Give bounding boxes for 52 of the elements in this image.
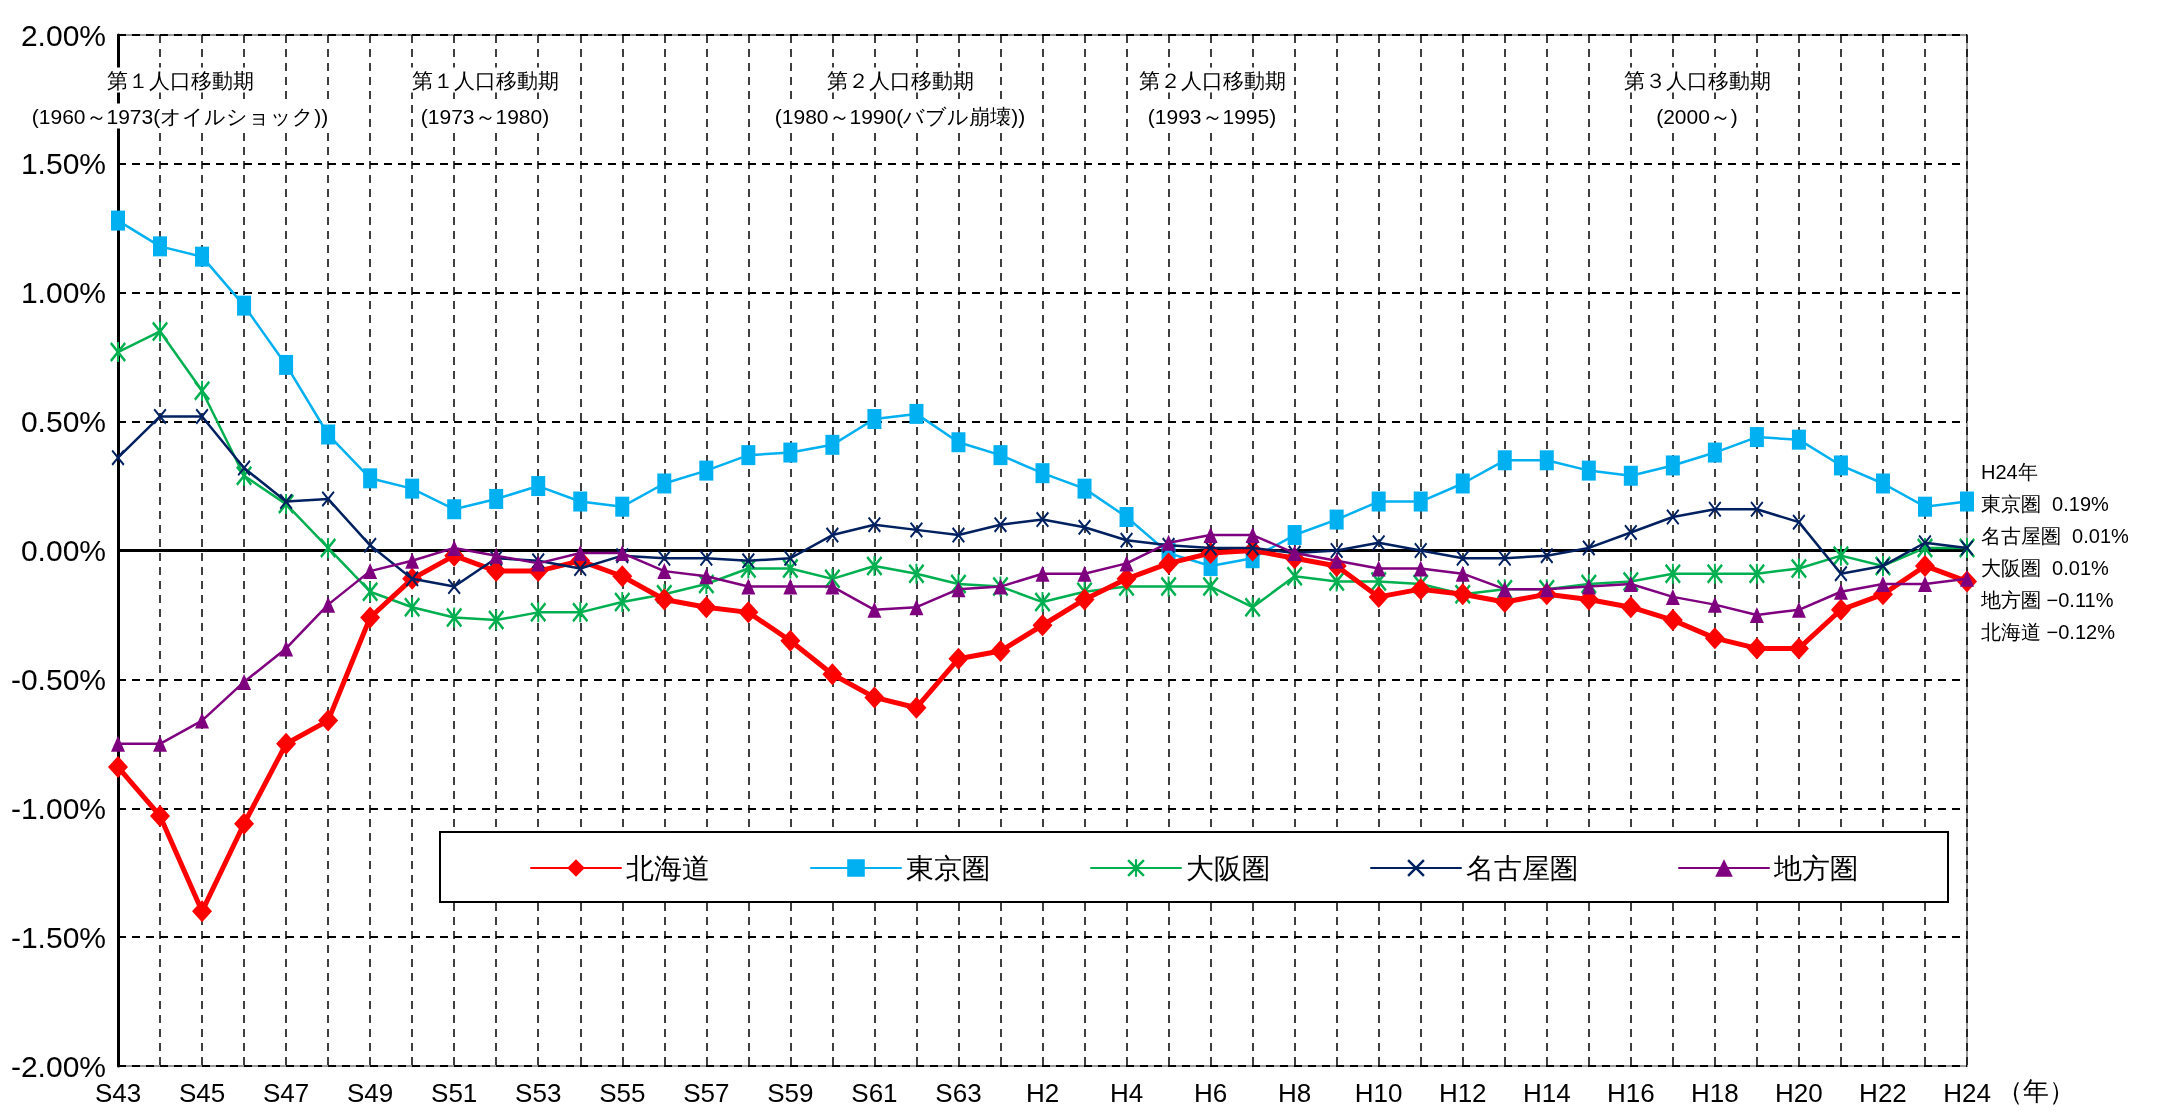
text: 地方圏 −0.11% (1980, 589, 2114, 611)
x-tick-label: H20 (1775, 1078, 1823, 1108)
legend-label: 地方圏 (1773, 852, 1858, 884)
x-tick-label: S55 (599, 1078, 646, 1108)
x-axis-title: （年） (1997, 1076, 2075, 1106)
annotation: (1973～1980) (420, 104, 550, 128)
text: H24年 (1981, 461, 2038, 483)
text: 名古屋圏 0.01% (1981, 525, 2130, 547)
legend-label: 北海道 (626, 852, 710, 884)
y-tick-label: 0.50% (20, 405, 106, 439)
y-tick-label: 1.50% (20, 147, 106, 181)
x-tick-label: H12 (1438, 1078, 1487, 1108)
y-tick-label: 1.00% (20, 276, 106, 310)
x-tick-label: H4 (1109, 1078, 1144, 1108)
y-tick-label: -0.50% (10, 662, 106, 696)
x-tick-label: S57 (683, 1078, 730, 1108)
x-tick-label: S53 (515, 1078, 562, 1108)
x-tick-label: S49 (347, 1078, 394, 1108)
annotation: 第１人口移動期 (411, 68, 559, 92)
x-tick-label: H8 (1278, 1078, 1312, 1108)
x-tick-label: S63 (935, 1078, 982, 1108)
annotation: 第１人口移動期 (106, 68, 254, 92)
x-tick-label: H22 (1859, 1078, 1907, 1108)
annotation: 第３人口移動期 (1623, 68, 1771, 92)
annotation: 第２人口移動期 (826, 68, 974, 92)
annotation: (1980～1990(バブル崩壊)) (774, 104, 1026, 128)
legend-label: 東京圏 (906, 852, 990, 884)
text: 大阪圏 0.01% (1981, 557, 2110, 579)
x-tick-label: S45 (178, 1078, 226, 1108)
y-tick-label: -1.00% (10, 791, 106, 825)
x-tick-label: S59 (767, 1078, 814, 1108)
x-tick-label: H18 (1691, 1078, 1739, 1108)
annotation: (1960～1973(オイルショック)) (31, 104, 329, 128)
annotation: (2000～) (1656, 104, 1738, 128)
y-tick-label: -1.50% (10, 920, 106, 954)
y-tick-label: 2.00% (20, 18, 106, 52)
annotation: 第２人口移動期 (1138, 68, 1286, 92)
x-tick-label: H10 (1354, 1078, 1403, 1108)
x-tick-label: H16 (1606, 1078, 1655, 1108)
legend-label: 大阪圏 (1186, 852, 1270, 884)
legend-label: 名古屋圏 (1466, 852, 1578, 884)
x-tick-label: S51 (431, 1078, 478, 1108)
x-tick-label: H14 (1522, 1078, 1571, 1108)
annotation: (1993～1995) (1147, 104, 1277, 128)
text: 東京圏 0.19% (1981, 493, 2110, 515)
y-tick-label: 0.00% (20, 534, 106, 567)
x-tick-label: H24 (1943, 1078, 1991, 1108)
x-tick-label: H6 (1193, 1078, 1228, 1108)
x-tick-label: S47 (262, 1078, 310, 1108)
x-tick-label: S61 (851, 1078, 898, 1108)
text: 北海道 −0.12% (1981, 621, 2116, 643)
x-tick-label: H2 (1025, 1078, 1060, 1108)
